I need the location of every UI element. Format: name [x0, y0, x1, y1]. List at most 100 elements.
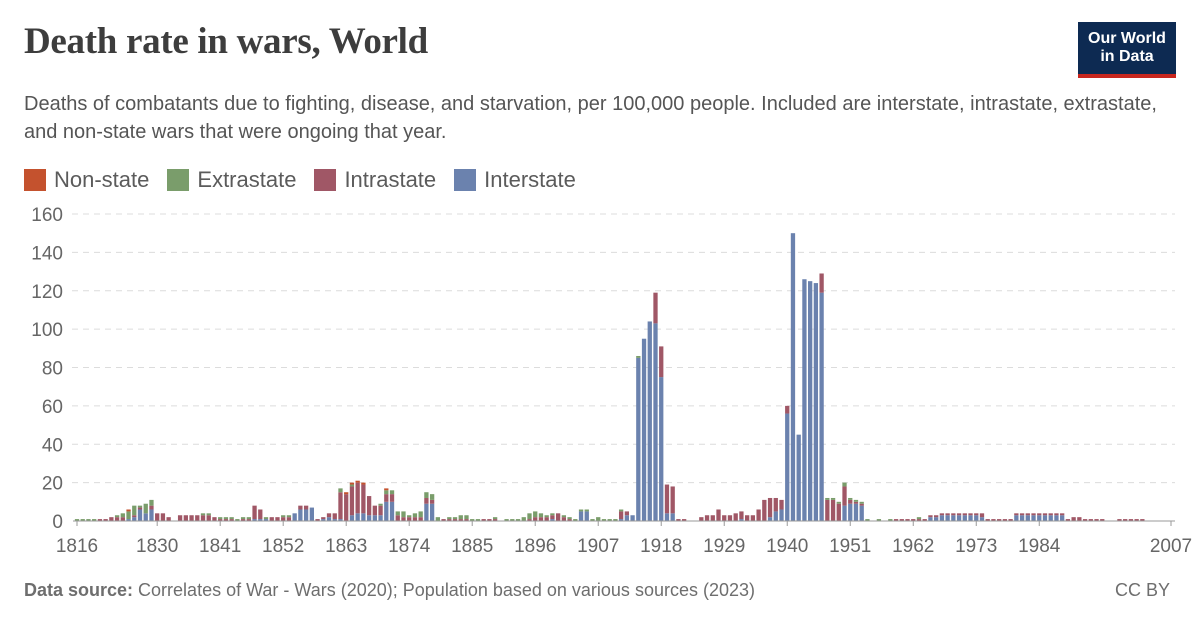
bar-segment: [618, 511, 624, 520]
bar-segment: [653, 323, 658, 521]
bar-segment: [636, 357, 641, 521]
bar-segment: [344, 494, 349, 521]
bar-segment: [189, 515, 194, 521]
y-tick-label: 80: [42, 359, 63, 380]
bar-segment: [813, 283, 819, 521]
legend-item[interactable]: Intrastate: [314, 167, 436, 193]
bar-segment: [114, 517, 120, 521]
bar-segment: [395, 515, 400, 521]
x-tick-label: 1841: [199, 536, 241, 557]
bar-segment: [407, 517, 412, 521]
bar-segment: [487, 519, 492, 521]
bar-segment: [321, 519, 326, 521]
bar-segment: [492, 517, 498, 520]
bar-segment: [641, 338, 647, 521]
bar-segment: [830, 497, 836, 500]
bar-segment: [292, 513, 297, 521]
logo-line-1: Our World: [1088, 30, 1166, 47]
legend: Non-state Extrastate Intrastate Interstate: [24, 166, 594, 194]
bar-segment: [1031, 513, 1036, 516]
bar-segment: [1014, 515, 1019, 521]
bar-segment: [653, 292, 658, 324]
bar-segment: [561, 515, 567, 518]
bar-segment: [263, 519, 269, 521]
bar-segment: [1094, 519, 1099, 521]
bar-segment: [1054, 513, 1059, 516]
bar-segment: [435, 517, 440, 521]
owid-logo[interactable]: Our World in Data: [1078, 22, 1176, 78]
bar-segment: [429, 494, 435, 500]
bar-segment: [607, 519, 612, 521]
bar-segment: [1048, 513, 1053, 516]
bar-segment: [143, 513, 148, 521]
bar-segment: [92, 519, 97, 521]
x-tick-label: 1984: [1018, 536, 1061, 557]
bar-segment: [584, 509, 589, 512]
bar-segment: [372, 515, 377, 521]
bar-segment: [206, 513, 211, 516]
legend-swatch: [454, 169, 477, 191]
bar-segment: [1019, 515, 1025, 521]
bar-segment: [899, 519, 904, 521]
legend-item[interactable]: Interstate: [454, 167, 576, 193]
bar-segment: [326, 513, 332, 518]
bar-segment: [378, 515, 383, 521]
bar-segment: [785, 405, 790, 414]
bar-segment: [744, 515, 750, 521]
x-tick-label: 1885: [451, 536, 493, 557]
bar-segment: [401, 511, 406, 518]
bar-segment: [492, 519, 498, 521]
bar-segment: [389, 501, 395, 521]
bar-segment: [1060, 515, 1065, 521]
bar-segment: [727, 515, 733, 521]
bar-segment: [550, 519, 555, 521]
bar-segment: [951, 515, 956, 521]
bar-segment: [905, 519, 910, 521]
bar-segment: [195, 515, 200, 521]
x-tick-label: 1973: [955, 536, 997, 557]
bar-segment: [258, 519, 263, 521]
bar-segment: [246, 519, 251, 521]
bar-segment: [670, 513, 675, 521]
x-tick-label: 1962: [892, 536, 934, 557]
bar-segment: [1048, 515, 1053, 521]
bar-segment: [418, 511, 423, 518]
data-source-text: Correlates of War - Wars (2020); Populat…: [133, 580, 755, 600]
bar-segment: [412, 517, 418, 521]
bar-segment: [739, 511, 744, 520]
bar-segment: [212, 517, 217, 521]
bar-segment: [183, 515, 188, 521]
bar-segment: [956, 515, 962, 521]
bar-segment: [888, 519, 893, 521]
bar-segment: [355, 480, 360, 483]
bar-segment: [424, 503, 429, 521]
bar-segment: [103, 519, 108, 521]
bar-segment: [372, 505, 377, 516]
bar-segment: [716, 509, 721, 521]
bar-segment: [1082, 519, 1088, 521]
legend-item[interactable]: Extrastate: [167, 167, 296, 193]
legend-label: Intrastate: [344, 167, 437, 192]
bar-segment: [80, 519, 85, 521]
bar-segment: [200, 515, 206, 521]
bar-segment: [842, 486, 847, 506]
bar-segment: [332, 513, 337, 520]
bar-segment: [939, 515, 945, 521]
bar-segment: [550, 515, 555, 520]
license-link[interactable]: CC BY: [1114, 580, 1170, 600]
legend-swatch: [314, 169, 337, 191]
y-tick-label: 140: [31, 243, 63, 264]
bar-segment: [218, 517, 223, 520]
bar-segment: [384, 488, 389, 491]
legend-item[interactable]: Non-state: [24, 167, 149, 193]
bar-segment: [762, 499, 767, 521]
bar-segment: [699, 517, 704, 521]
bar-segment: [1134, 519, 1139, 521]
bar-segment: [836, 503, 841, 521]
bar-segment: [74, 519, 80, 521]
bar-segment: [315, 519, 320, 521]
bar-segment: [1019, 513, 1025, 516]
bar-segment: [349, 486, 355, 516]
bar-segment: [636, 355, 641, 358]
